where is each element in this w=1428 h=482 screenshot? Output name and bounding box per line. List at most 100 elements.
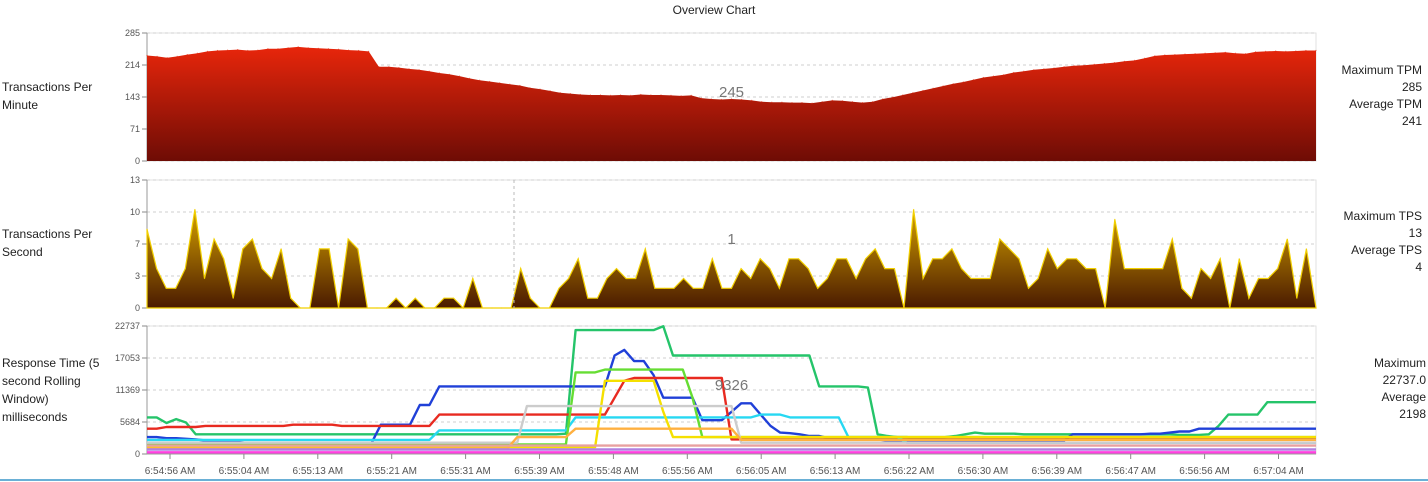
data-point [892, 96, 894, 98]
data-point [952, 83, 954, 85]
data-point [462, 307, 464, 309]
data-point [251, 238, 253, 240]
data-point [683, 277, 685, 280]
x-tick-label: 6:55:21 AM [366, 466, 417, 477]
data-point [458, 75, 460, 77]
data-point [348, 49, 350, 51]
data-point [606, 277, 608, 280]
data-point [989, 277, 991, 280]
data-point [328, 248, 330, 250]
data-point [1254, 51, 1257, 53]
data-point [942, 85, 944, 87]
data-point [277, 48, 279, 50]
tpm-panel: 0 71 143 214 285 245 [125, 28, 1317, 166]
data-point [1023, 70, 1025, 72]
data-point [615, 268, 618, 270]
y-tick-label: 214 [125, 60, 140, 70]
data-point [1296, 297, 1298, 299]
data-point [1305, 49, 1307, 52]
data-point [398, 67, 400, 69]
data-point [290, 297, 292, 299]
data-point [297, 46, 299, 48]
data-point [903, 307, 905, 309]
data-point [589, 94, 592, 96]
chart-title: Overview Chart [672, 3, 756, 17]
data-point [500, 307, 503, 309]
response-series-line-6 [147, 404, 1316, 444]
x-tick-label: 6:56:05 AM [736, 466, 787, 477]
data-point [932, 258, 934, 260]
data-point [472, 277, 474, 280]
x-tick-label: 6:55:31 AM [440, 466, 491, 477]
data-point [1043, 68, 1045, 70]
max-tpm-label: Maximum TPM [1341, 63, 1422, 77]
x-tick-label: 6:55:04 AM [219, 466, 270, 477]
data-point [418, 69, 420, 71]
data-point [146, 228, 148, 230]
data-point [175, 287, 177, 289]
data-point [1214, 52, 1216, 54]
data-point [237, 49, 239, 51]
data-point [176, 55, 178, 58]
data-point [1018, 258, 1020, 260]
y-tick-label: 143 [125, 92, 140, 102]
data-point [1204, 52, 1206, 54]
data-point [992, 75, 995, 77]
x-tick-label: 6:55:48 AM [588, 466, 639, 477]
data-point [1295, 50, 1297, 52]
data-point [702, 287, 704, 289]
panel-center-value: 9326 [715, 377, 748, 394]
data-point [548, 307, 551, 309]
data-point [1315, 307, 1317, 309]
data-point [257, 49, 259, 51]
data-point [569, 93, 571, 95]
data-point [1027, 287, 1030, 289]
data-point [1152, 268, 1154, 270]
data-point [635, 277, 637, 280]
y-tick-label: 5684 [120, 417, 140, 427]
data-point [587, 297, 589, 299]
data-point [1063, 66, 1065, 68]
time-axis: 6:54:56 AM 6:55:04 AM 6:55:13 AM 6:55:21 AM… [145, 453, 1316, 477]
data-point [1194, 53, 1196, 55]
data-point [778, 287, 781, 289]
data-point [453, 297, 455, 299]
data-point [922, 277, 924, 280]
data-point [660, 94, 662, 96]
data-point [710, 98, 712, 100]
data-point [267, 48, 269, 50]
data-point [982, 76, 985, 79]
data-point [1275, 50, 1277, 52]
data-point [1248, 297, 1250, 299]
data-point [520, 268, 522, 270]
panel-center-value: 1 [727, 231, 735, 248]
data-point [166, 57, 168, 59]
data-point [599, 94, 602, 96]
data-point [146, 54, 148, 57]
data-point [287, 47, 289, 49]
data-point [414, 297, 416, 299]
data-point [640, 93, 642, 96]
data-point [184, 268, 186, 270]
data-point [1174, 54, 1176, 56]
avg-tps-value: 4 [1415, 260, 1422, 274]
data-point [1134, 59, 1136, 62]
data-point [318, 248, 321, 250]
avg-response-label: Average [1381, 390, 1426, 404]
data-point [620, 94, 622, 96]
data-point [781, 101, 783, 103]
data-point [1037, 277, 1039, 280]
data-point [941, 258, 943, 260]
data-point [922, 89, 924, 92]
data-point [1315, 49, 1317, 52]
data-point [549, 90, 551, 92]
data-point [242, 248, 244, 250]
y-tick-label: 10 [130, 207, 140, 217]
data-point [711, 258, 713, 260]
data-point [960, 268, 963, 270]
data-point [1008, 248, 1011, 250]
data-point [307, 47, 309, 49]
data-point [337, 48, 340, 50]
data-point [644, 248, 646, 250]
data-point [489, 80, 491, 83]
